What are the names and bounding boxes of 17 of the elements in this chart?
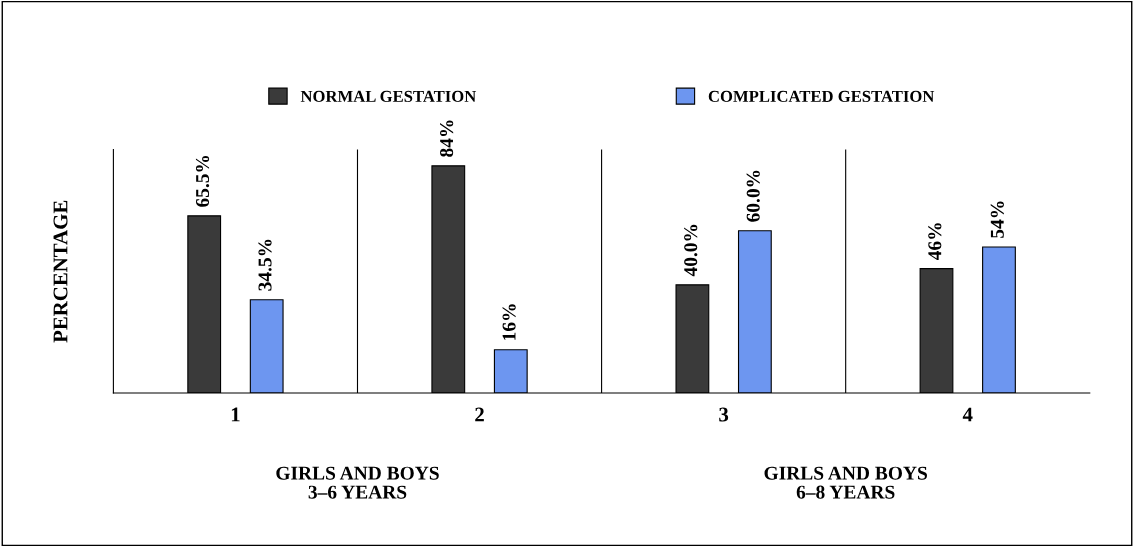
data-label: 40.0% bbox=[684, 224, 698, 277]
legend-label: COMPLICATED GESTATION bbox=[708, 90, 935, 103]
x-tick-label: 2 bbox=[475, 407, 484, 422]
data-label: 54% bbox=[990, 201, 1004, 238]
text: GIRLS AND BOYS 6–8 YEARS bbox=[764, 466, 927, 499]
x-tick-label: 3 bbox=[719, 407, 729, 422]
data-label: 84% bbox=[440, 120, 454, 157]
text: GIRLS AND BOYS 3–6 YEARS bbox=[276, 466, 439, 499]
data-label: 46% bbox=[928, 223, 942, 261]
data-label: 16% bbox=[502, 304, 516, 340]
y-axis-title: PERCENTAGE bbox=[53, 200, 68, 343]
data-label: 60.0% bbox=[746, 170, 760, 222]
x-tick-label: 1 bbox=[231, 407, 240, 422]
legend-label: NORMAL GESTATION bbox=[300, 90, 477, 103]
data-label: 65.5% bbox=[195, 155, 210, 207]
x-tick-label: 4 bbox=[962, 407, 973, 422]
data-label: 34.5% bbox=[258, 239, 272, 291]
